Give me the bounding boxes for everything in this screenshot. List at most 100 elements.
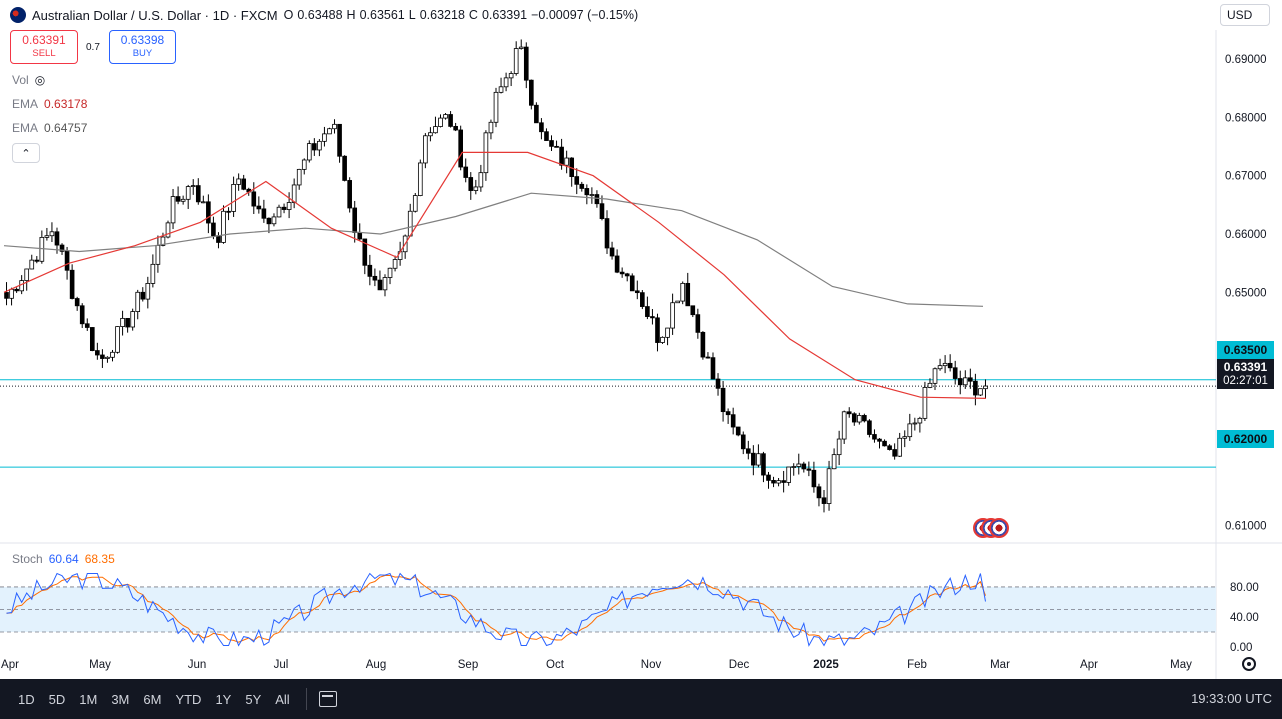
candle-body	[423, 135, 428, 164]
current-price-tag: 0.63391 02:27:01	[1217, 359, 1274, 389]
symbol-header[interactable]: Australian Dollar / U.S. Dollar · 1D · F…	[10, 5, 638, 25]
ema-fast-indicator[interactable]: EMA 0.63178	[12, 97, 87, 111]
candle-body	[170, 196, 176, 224]
candle-body	[968, 377, 973, 382]
stoch-axis-label: 80.00	[1230, 582, 1259, 594]
candle-body	[241, 178, 247, 190]
price-axis-label: 0.61000	[1225, 520, 1267, 532]
candle-body	[508, 73, 514, 79]
candle-body	[256, 205, 262, 210]
candle-body	[387, 267, 393, 278]
time-axis-label: Mar	[990, 659, 1010, 671]
currency-selector[interactable]: USD	[1220, 4, 1270, 26]
candle-body	[776, 480, 781, 484]
candle-body	[937, 365, 943, 370]
candle-body	[902, 436, 908, 439]
candle-body	[786, 466, 791, 483]
candle-countdown: 02:27:01	[1223, 375, 1268, 387]
calendar-icon[interactable]	[318, 691, 337, 707]
candle-body	[816, 486, 822, 499]
range-1m[interactable]: 1M	[79, 691, 98, 707]
time-axis-label: 2025	[813, 659, 839, 671]
candle-body	[745, 448, 751, 454]
candle-body	[826, 468, 832, 504]
candle-body	[897, 437, 903, 457]
settings-icon[interactable]	[1242, 657, 1256, 671]
candle-body	[14, 288, 19, 292]
candle-body	[322, 133, 327, 142]
range-6m[interactable]: 6M	[143, 691, 162, 707]
candle-body	[801, 463, 807, 470]
candle-body	[645, 306, 650, 317]
time-axis-label: Jul	[274, 659, 289, 671]
candle-body	[327, 128, 332, 135]
open-value: 0.63488	[297, 8, 343, 22]
candle-body	[34, 259, 40, 262]
volume-indicator[interactable]: Vol ◎	[12, 73, 45, 87]
candle-body	[145, 283, 151, 300]
candle-body	[367, 264, 373, 277]
candle-body	[872, 434, 877, 440]
candle-body	[725, 411, 731, 416]
candle-body	[195, 185, 201, 203]
stoch-legend[interactable]: Stoch 60.64 68.35	[12, 552, 115, 566]
candle-body	[448, 114, 453, 127]
candle-body	[730, 414, 736, 428]
candle-body	[296, 168, 302, 186]
candle-body	[44, 235, 50, 238]
collapse-indicators-button[interactable]: ⌃	[12, 143, 40, 163]
open-label: O	[283, 8, 294, 22]
ema-slow-indicator[interactable]: EMA 0.64757	[12, 121, 87, 135]
candle-body	[115, 326, 120, 353]
candle-body	[518, 46, 524, 49]
high-label: H	[346, 8, 356, 22]
candle-body	[624, 273, 630, 277]
candle-body	[498, 86, 504, 93]
candle-body	[973, 380, 978, 396]
candle-body	[29, 259, 35, 270]
economic-event-icon[interactable]	[973, 518, 1013, 540]
candle-body	[79, 305, 85, 325]
currency-label: USD	[1227, 8, 1253, 22]
candle-body	[382, 277, 388, 291]
candle-body	[69, 269, 75, 299]
sell-button[interactable]: 0.63391 SELL	[10, 30, 78, 64]
candle-body	[49, 231, 55, 237]
candle-body	[574, 176, 580, 185]
symbol-title[interactable]: Australian Dollar / U.S. Dollar · 1D · F…	[32, 7, 278, 23]
candle-body	[634, 290, 640, 294]
candle-body	[105, 356, 110, 359]
candle-body	[529, 79, 534, 106]
candle-body	[24, 268, 30, 282]
candle-body	[614, 255, 620, 273]
level-lower-tag: 0.62000	[1217, 430, 1274, 448]
time-axis-label: Apr	[1080, 659, 1098, 671]
range-1d[interactable]: 1D	[18, 691, 35, 707]
candle-body	[407, 210, 413, 237]
stoch-d-line	[6, 575, 986, 643]
candle-body	[821, 497, 827, 504]
candle-body	[523, 46, 529, 81]
candle-body	[715, 378, 721, 389]
buy-button[interactable]: 0.63398 BUY	[109, 30, 176, 64]
range-ytd[interactable]: YTD	[175, 691, 202, 707]
range-5d[interactable]: 5D	[48, 691, 66, 707]
candle-body	[443, 114, 448, 119]
candle-body	[89, 327, 95, 351]
current-price-value: 0.63391	[1223, 360, 1268, 374]
utc-clock[interactable]: 19:33:00 UTC	[1191, 691, 1272, 706]
range-1y[interactable]: 1Y	[215, 691, 232, 707]
candle-body	[609, 247, 615, 257]
range-all[interactable]: All	[275, 691, 290, 707]
range-5y[interactable]: 5Y	[245, 691, 262, 707]
candle-body	[39, 236, 45, 262]
stoch-label: Stoch	[12, 552, 43, 566]
ema-fast-line	[3, 151, 987, 399]
candle-body	[841, 411, 847, 440]
candle-body	[478, 172, 484, 188]
eye-hidden-icon[interactable]: ◎	[34, 73, 46, 87]
time-axis-label: May	[1170, 659, 1192, 671]
range-3m[interactable]: 3M	[111, 691, 130, 707]
